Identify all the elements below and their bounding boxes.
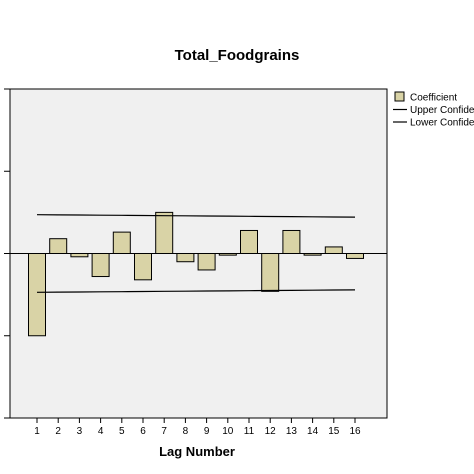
chart-title: Total_Foodgrains	[175, 47, 300, 64]
bar-lag-1	[28, 253, 46, 337]
lower-confidence-line	[36, 289, 356, 293]
bar-lag-4	[91, 253, 110, 278]
x-tick-label: 14	[307, 426, 319, 437]
bar-lag-5	[112, 231, 131, 255]
plot-area: 1 2 3 4 5 6 7 8 9 10 11 12 13 14 15 16	[4, 88, 388, 437]
x-tick-label: 15	[328, 426, 340, 437]
x-tick-label: 3	[77, 426, 83, 437]
bar-lag-9	[197, 253, 216, 271]
x-tick-label: 5	[119, 426, 125, 437]
x-tick-label: 1	[34, 426, 40, 437]
x-tick-label: 4	[98, 426, 104, 437]
bar-lag-10	[218, 253, 237, 256]
legend-label: Coefficient	[410, 93, 457, 104]
legend-label: Upper Confide	[410, 105, 474, 116]
x-tick-label: 10	[222, 426, 234, 437]
x-tick-label: 2	[55, 426, 61, 437]
legend-swatch-coefficient	[394, 91, 405, 102]
legend-label: Lower Confide	[410, 118, 474, 129]
bar-lag-3	[70, 253, 89, 258]
x-tick-label: 16	[349, 426, 361, 437]
x-axis-title: Lag Number	[159, 444, 235, 459]
bar-lag-13	[282, 229, 301, 255]
bar-lag-14	[303, 253, 322, 256]
x-tick-label: 8	[183, 426, 189, 437]
bar-lag-6	[134, 253, 152, 281]
bar-lag-7	[155, 211, 174, 254]
x-tick-label: 13	[286, 426, 298, 437]
x-tick-label: 12	[265, 426, 277, 437]
bar-lag-12	[261, 253, 280, 292]
bar-lag-16	[346, 253, 364, 259]
bar-lag-11	[240, 229, 258, 255]
upper-confidence-line	[36, 214, 356, 218]
bar-lag-8	[176, 253, 195, 263]
x-tick-label: 6	[140, 426, 146, 437]
x-tick-label: 7	[161, 426, 167, 437]
x-tick-label: 11	[244, 426, 255, 437]
x-tick-label: 9	[204, 426, 210, 437]
bar-lag-15	[324, 246, 343, 254]
bar-lag-2	[49, 238, 68, 255]
